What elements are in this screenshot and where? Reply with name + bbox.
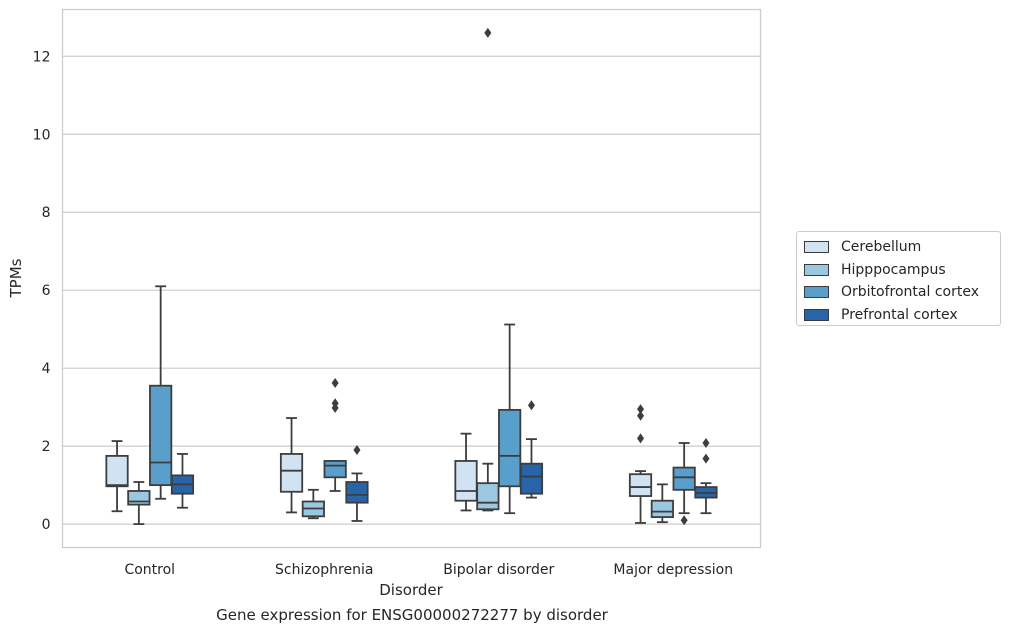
y-tick-label: 4: [42, 361, 51, 377]
y-tick-label: 8: [42, 205, 51, 221]
box-3-0: [628, 404, 653, 524]
outlier-point: [637, 410, 645, 421]
y-tick-label: 2: [42, 439, 51, 455]
y-tick-label: 0: [42, 517, 51, 533]
legend-label: Hipppocampus: [841, 261, 946, 278]
box-body: [323, 460, 347, 479]
y-tick-label: 6: [42, 283, 51, 299]
y-tick-label: 10: [33, 127, 51, 143]
legend-swatch: [804, 263, 829, 276]
y-tick-label: 12: [33, 49, 51, 65]
box-body: [279, 453, 304, 493]
box-2-0: [454, 432, 478, 512]
outlier-point: [637, 404, 645, 415]
legend-item-cerebellum: Cerebellum: [804, 236, 1000, 259]
box-body: [672, 466, 696, 491]
outlier-point: [353, 445, 361, 456]
box-body: [519, 462, 544, 495]
box-body: [628, 473, 653, 497]
outlier-point: [331, 377, 339, 388]
box-0-0: [105, 440, 129, 513]
x-tick-label: Control: [124, 562, 175, 578]
box-3-1: [650, 483, 674, 524]
box-0-3: [170, 453, 195, 509]
plot-frame: [61, 8, 762, 549]
box-body: [345, 481, 369, 504]
x-tick-label: Bipolar disorder: [443, 562, 554, 578]
legend-label: Prefrontal cortex: [841, 306, 958, 323]
box-3-3: [694, 438, 718, 515]
outlier-point: [702, 438, 710, 449]
box-2-2: [498, 323, 522, 515]
legend-item-hippocampus: Hipppocampus: [804, 259, 1000, 282]
y-tick-labels: 0 2 4 6 8 10 12: [33, 49, 51, 533]
outlier-point: [637, 433, 645, 444]
box-1-0: [279, 417, 304, 514]
legend-swatch: [804, 308, 829, 321]
outlier-point: [484, 27, 492, 38]
box-0-2: [149, 285, 173, 500]
box-2-1: [476, 27, 500, 512]
legend: Cerebellum Hipppocampus Orbitofrontal co…: [796, 231, 1001, 326]
legend-label: Cerebellum: [841, 239, 922, 256]
x-tick-labels: Control Schizophrenia Bipolar disorder Majo…: [124, 562, 733, 578]
box-body: [149, 384, 173, 487]
box-plots: [105, 27, 718, 526]
outlier-point: [331, 398, 339, 409]
box-1-2: [323, 377, 347, 492]
outlier-point: [527, 400, 535, 411]
box-0-1: [127, 481, 151, 526]
x-tick-label: Schizophrenia: [275, 562, 373, 578]
legend-swatch: [804, 286, 829, 299]
box-body: [650, 499, 674, 518]
chart-caption: Gene expression for ENSG00000272277 by d…: [216, 606, 608, 624]
box-1-3: [345, 445, 369, 522]
x-tick-label: Major depression: [613, 562, 733, 578]
x-axis-label: Disorder: [379, 581, 443, 599]
legend-swatch: [804, 241, 829, 254]
box-body: [476, 482, 500, 511]
legend-label: Orbitofrontal cortex: [841, 284, 979, 301]
outlier-point: [680, 515, 688, 526]
box-body: [127, 490, 151, 506]
box-3-2: [672, 442, 696, 526]
box-body: [498, 408, 522, 488]
legend-item-prefrontal: Prefrontal cortex: [804, 304, 1000, 327]
box-2-3: [519, 400, 544, 499]
legend-item-orbitofrontal: Orbitofrontal cortex: [804, 281, 1000, 304]
box-body: [454, 460, 478, 502]
box-1-1: [301, 488, 325, 520]
y-axis-label: TPMs: [7, 258, 25, 298]
grid-lines: [62, 55, 761, 525]
box-body: [105, 454, 129, 488]
outlier-point: [702, 453, 710, 464]
